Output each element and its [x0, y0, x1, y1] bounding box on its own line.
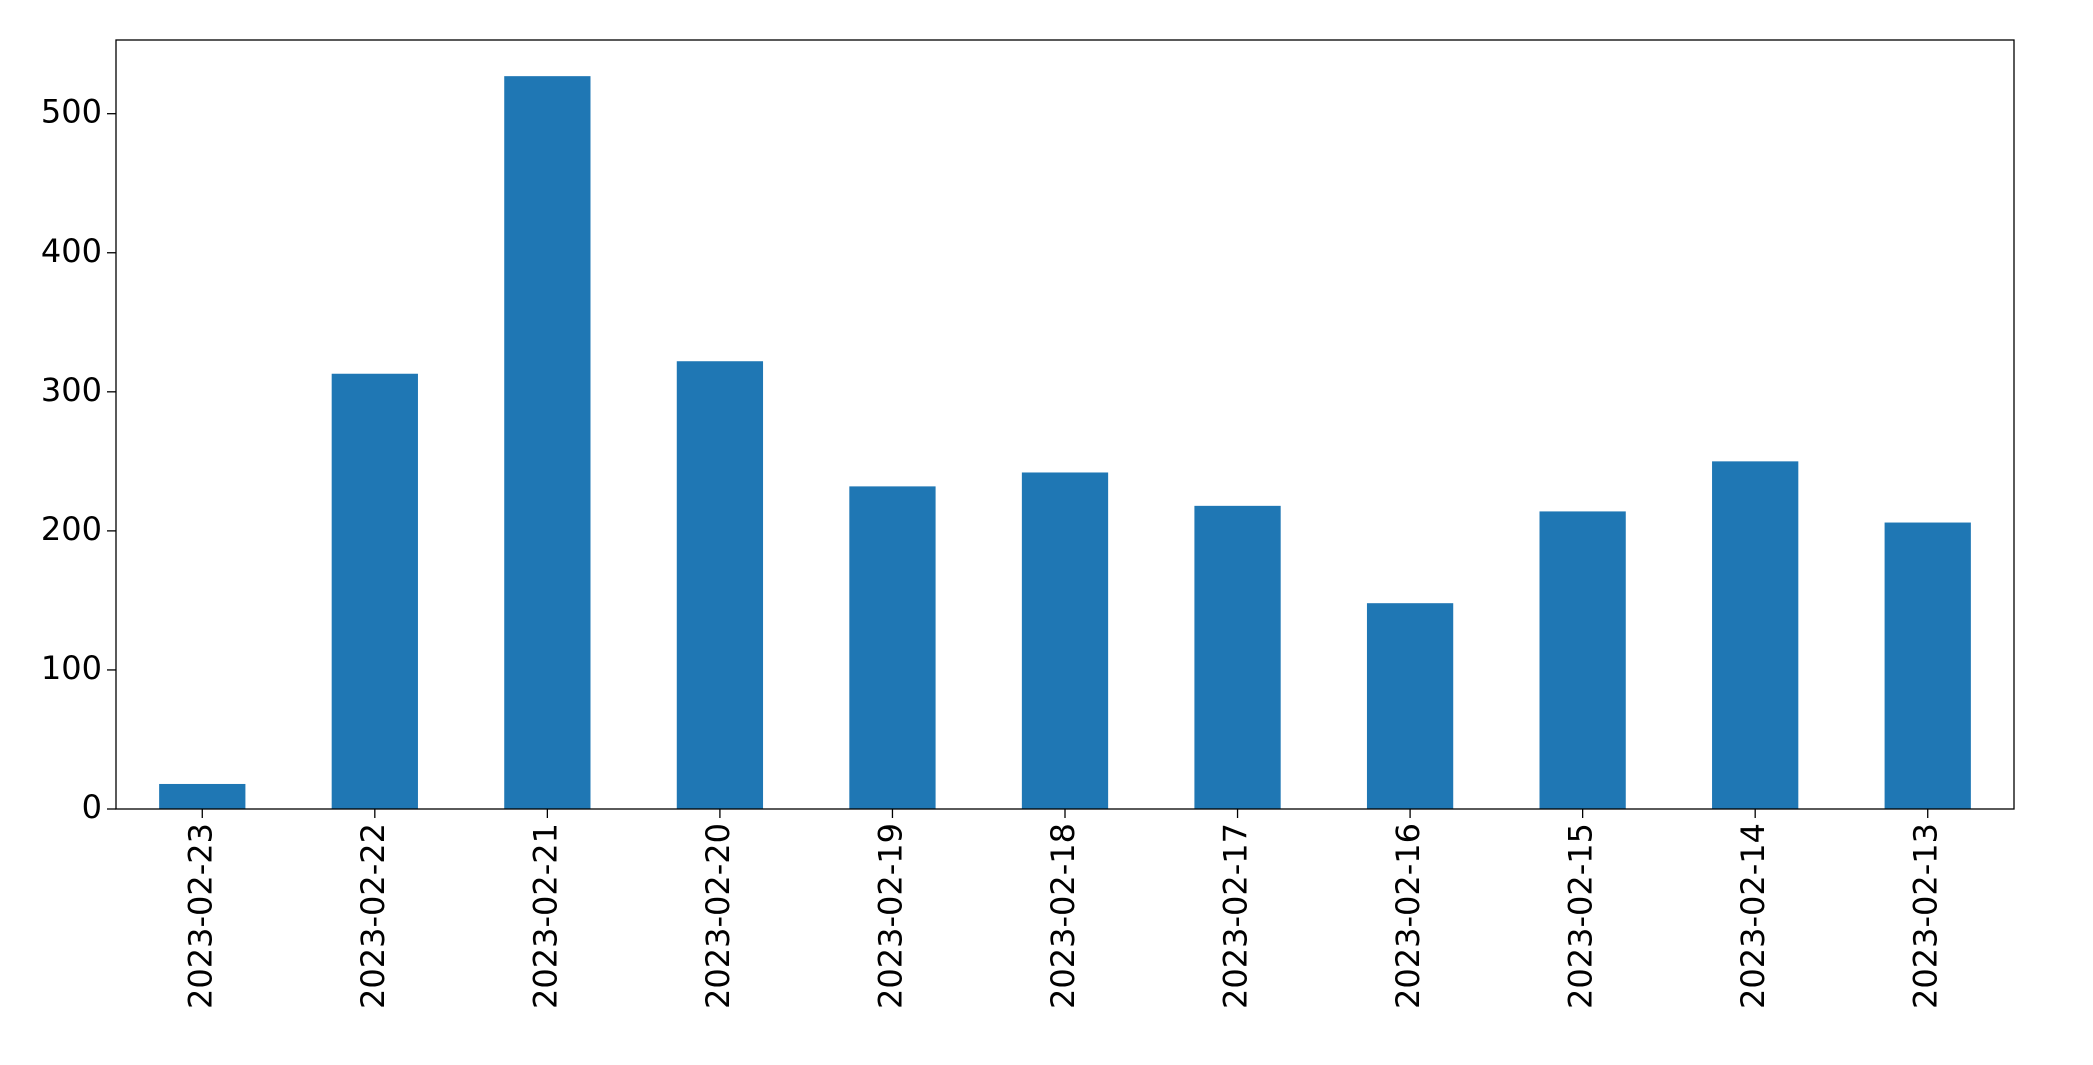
x-tick-label: 2023-02-21 [526, 823, 564, 1009]
x-tick-label: 2023-02-19 [871, 823, 909, 1009]
y-tick-label: 100 [41, 649, 102, 687]
x-tick-label: 2023-02-20 [699, 823, 737, 1009]
bar [159, 783, 246, 809]
x-tick-label: 2023-02-17 [1217, 823, 1255, 1009]
bar [1194, 505, 1281, 809]
x-tick-label: 2023-02-15 [1562, 823, 1600, 1009]
y-tick-label: 300 [41, 371, 102, 409]
bar [1712, 461, 1799, 809]
x-tick-label: 2023-02-14 [1734, 823, 1772, 1009]
bar [504, 76, 591, 809]
bar [676, 361, 764, 809]
y-tick-label: 400 [41, 232, 102, 270]
x-tick-label: 2023-02-18 [1044, 823, 1082, 1009]
y-tick-label: 200 [41, 510, 102, 548]
bar [1021, 472, 1109, 809]
bar [1884, 522, 1971, 809]
bar [331, 373, 418, 809]
y-tick-label: 500 [41, 93, 102, 131]
x-tick-label: 2023-02-23 [181, 823, 219, 1009]
bar [849, 486, 936, 809]
bar [1366, 603, 1454, 809]
bar [1539, 511, 1626, 809]
y-tick-label: 0 [82, 788, 102, 826]
x-tick-label: 2023-02-13 [1907, 823, 1945, 1009]
plot-frame [115, 39, 2015, 810]
x-tick-label: 2023-02-16 [1389, 823, 1427, 1009]
x-tick-label: 2023-02-22 [354, 823, 392, 1009]
